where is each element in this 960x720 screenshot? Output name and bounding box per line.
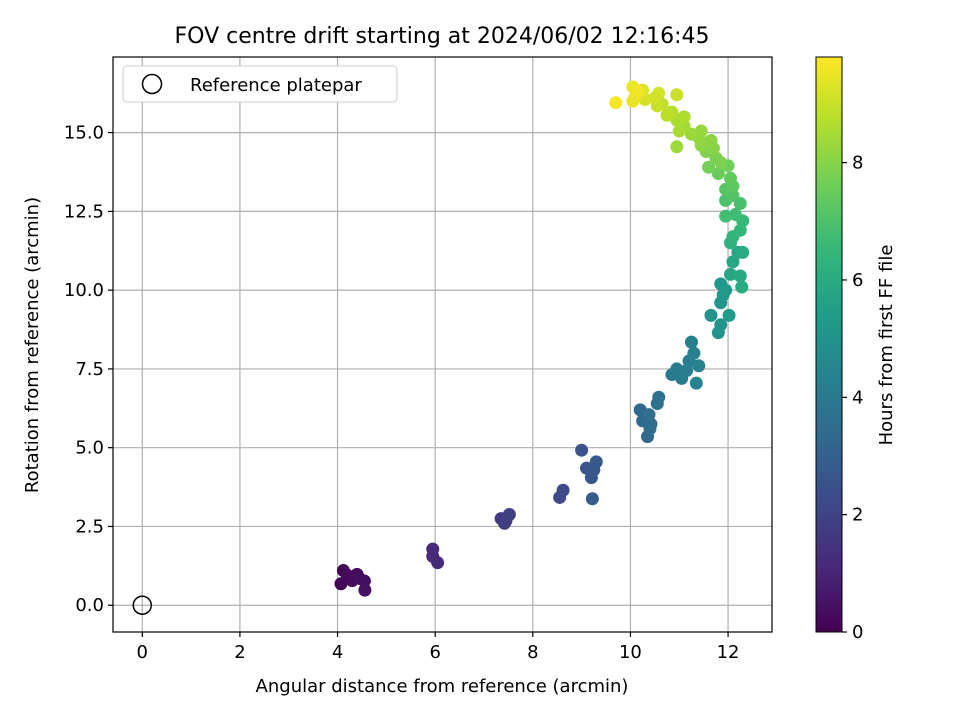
colorbar-tick-label: 2 bbox=[852, 505, 863, 526]
x-tick-label: 12 bbox=[717, 642, 740, 663]
chart-title: FOV centre drift starting at 2024/06/02 … bbox=[175, 24, 710, 49]
y-tick-label: 0.0 bbox=[75, 595, 104, 616]
y-tick-label: 2.5 bbox=[75, 516, 104, 537]
y-tick-label: 10.0 bbox=[64, 280, 104, 301]
data-point bbox=[733, 269, 747, 283]
colorbar-label: Hours from first FF file bbox=[876, 245, 897, 446]
data-point bbox=[722, 308, 736, 322]
data-point bbox=[357, 574, 371, 588]
y-tick-label: 12.5 bbox=[64, 201, 104, 222]
data-point bbox=[660, 108, 674, 122]
x-tick-label: 2 bbox=[234, 642, 245, 663]
colorbar: 0 2 4 6 8 Hours from first FF file bbox=[815, 56, 897, 643]
reference-point-marker bbox=[132, 595, 153, 615]
legend: Reference platepar bbox=[122, 65, 398, 103]
data-point bbox=[575, 443, 589, 457]
data-point bbox=[735, 280, 749, 294]
data-points bbox=[334, 80, 750, 597]
colorbar-tick-label: 4 bbox=[852, 387, 863, 408]
legend-entry-label: Reference platepar bbox=[190, 75, 362, 96]
data-point bbox=[689, 376, 703, 390]
y-tick-label: 15.0 bbox=[64, 123, 104, 144]
legend-marker-icon bbox=[141, 73, 163, 95]
data-point bbox=[652, 86, 666, 100]
colorbar-tick-label: 6 bbox=[852, 270, 863, 291]
data-point bbox=[358, 583, 372, 597]
data-point bbox=[652, 390, 666, 404]
data-point bbox=[684, 335, 698, 349]
y-tick-label: 7.5 bbox=[75, 359, 104, 380]
data-point bbox=[736, 245, 750, 259]
colorbar-tick-label: 0 bbox=[852, 622, 863, 643]
data-point bbox=[692, 359, 706, 373]
x-tick-label: 8 bbox=[527, 642, 538, 663]
data-point bbox=[631, 85, 645, 99]
data-point bbox=[728, 208, 742, 222]
colorbar-tick-label: 8 bbox=[852, 153, 863, 174]
data-point bbox=[670, 140, 684, 154]
plot-frame bbox=[112, 56, 773, 633]
x-tick-label: 6 bbox=[429, 642, 440, 663]
x-tick-label: 4 bbox=[332, 642, 343, 663]
y-tick-label: 5.0 bbox=[75, 438, 104, 459]
data-point bbox=[711, 167, 725, 181]
data-point bbox=[719, 283, 733, 297]
data-point bbox=[589, 455, 603, 469]
x-tick-label: 0 bbox=[137, 642, 148, 663]
data-point bbox=[724, 171, 738, 185]
data-point bbox=[672, 124, 686, 138]
data-point bbox=[687, 346, 701, 360]
data-point bbox=[704, 133, 718, 147]
data-point bbox=[702, 160, 716, 174]
data-point bbox=[724, 267, 738, 281]
axis-ticks: 0 2 4 6 8 10 12 0.0 2.5 5.0 7.5 10.0 12.5 15.0 bbox=[64, 123, 740, 663]
data-point bbox=[431, 556, 445, 570]
legend-box bbox=[122, 65, 398, 103]
data-point bbox=[585, 492, 599, 506]
data-point bbox=[694, 124, 708, 138]
data-point bbox=[609, 96, 623, 110]
data-point bbox=[714, 318, 728, 332]
data-point bbox=[502, 507, 516, 521]
data-point bbox=[719, 209, 733, 223]
data-point bbox=[670, 88, 684, 102]
colorbar-ticks: 0 2 4 6 8 bbox=[842, 153, 863, 643]
x-axis-label: Angular distance from reference (arcmin) bbox=[256, 676, 629, 697]
data-point bbox=[714, 156, 728, 170]
data-point bbox=[556, 483, 570, 497]
x-tick-label: 10 bbox=[619, 642, 642, 663]
data-point bbox=[677, 110, 691, 124]
data-point bbox=[704, 308, 718, 322]
grid-lines bbox=[113, 57, 772, 632]
colorbar-gradient bbox=[815, 56, 843, 633]
y-axis-label: Rotation from reference (arcmin) bbox=[22, 197, 43, 493]
data-point bbox=[642, 408, 656, 422]
